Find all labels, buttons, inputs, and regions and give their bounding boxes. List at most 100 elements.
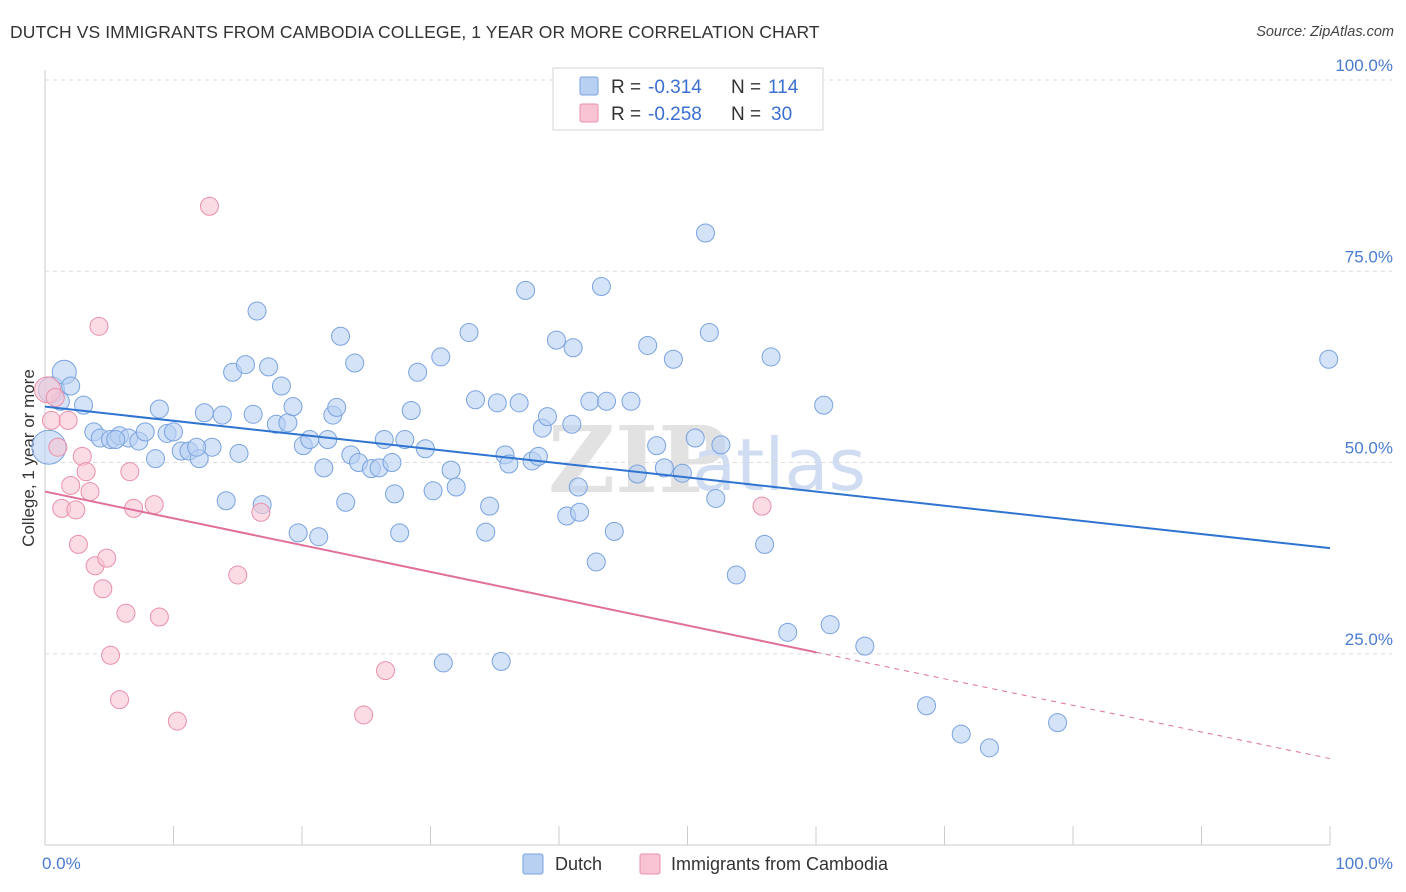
point-cambodia-11 [89,316,109,336]
point-cambodia-14 [110,690,130,710]
point-cambodia-2 [48,437,68,457]
point-cambodia-12 [97,548,117,568]
point-dutch-63 [487,393,507,413]
y-axis-tick-labels: 25.0% 50.0% 75.0% 100.0% [1335,56,1393,649]
point-dutch-19 [194,403,214,423]
point-dutch-78 [586,552,606,572]
point-dutch-102 [951,724,971,744]
point-cambodia-18 [144,495,164,515]
point-cambodia-22 [228,565,248,585]
point-dutch-94 [726,565,746,585]
bottom-legend-swatch-cambodia [639,853,661,875]
point-dutch-81 [604,521,624,541]
point-cambodia-25 [376,661,396,681]
point-dutch-66 [509,393,529,413]
point-dutch-12 [146,449,166,469]
point-dutch-59 [459,322,479,342]
point-dutch-82 [621,391,641,411]
point-dutch-108 [106,430,126,450]
point-dutch-32 [278,413,298,433]
point-cambodia-8 [76,462,96,482]
point-cambodia-21 [199,196,219,216]
point-cambodia-9 [80,482,100,502]
point-dutch-26 [243,404,263,424]
series-dutch-points [31,223,1339,758]
point-dutch-52 [401,400,421,420]
trend-line-cambodia-extension [815,651,1331,760]
point-cambodia-20 [167,711,187,731]
legend-r-value-cambodia: -0.258 [648,104,702,125]
point-dutch-113 [395,430,415,450]
point-cambodia-13 [101,645,121,665]
point-dutch-106 [491,651,511,671]
point-dutch-50 [385,484,405,504]
point-dutch-25 [235,355,255,375]
point-dutch-48 [374,430,394,450]
point-dutch-109 [187,437,207,457]
point-dutch-24 [229,443,249,463]
legend-n-value-dutch: 114 [768,77,799,98]
point-cambodia-15 [116,603,136,623]
point-dutch-88 [672,463,692,483]
legend-n-label-dutch: N = [731,77,761,98]
point-dutch-31 [271,376,291,396]
point-dutch-37 [309,527,329,547]
point-cambodia-4 [61,475,81,495]
trend-line-cambodia [44,490,817,654]
point-dutch-83 [627,464,647,484]
point-cambodia-27 [58,410,78,430]
trend-lines [44,405,1331,760]
y-tick-label-100: 100.0% [1335,56,1393,75]
point-dutch-13 [149,399,169,419]
point-cambodia-23 [251,502,271,522]
point-dutch-51 [390,523,410,543]
chart-source: Source: ZipAtlas.com [1256,24,1394,40]
legend-swatch-dutch [579,76,599,96]
point-dutch-3 [61,376,81,396]
chart-title: DUTCH VS IMMIGRANTS FROM CAMBODIA COLLEG… [10,22,820,42]
point-dutch-61 [480,496,500,516]
stats-legend: R = -0.314 N = 114 R = -0.258 N = 30 [552,67,824,131]
bottom-legend-label-dutch: Dutch [555,854,602,874]
point-dutch-84 [638,335,658,355]
point-dutch-112 [562,414,582,434]
point-dutch-56 [431,347,451,367]
point-dutch-38 [314,458,334,478]
point-dutch-11 [135,422,155,442]
legend-r-label-cambodia: R = [611,104,641,125]
trend-line-dutch [44,405,1331,550]
point-dutch-100 [855,636,875,656]
point-dutch-93 [711,435,731,455]
point-cambodia-19 [149,607,169,627]
x-tick-label-min: 0.0% [42,854,81,873]
point-dutch-55 [423,481,443,501]
point-cambodia-6 [68,534,88,554]
point-dutch-97 [778,622,798,642]
point-cambodia-29 [93,579,113,599]
point-dutch-107 [1319,349,1339,369]
point-dutch-65 [499,454,519,474]
point-dutch-99 [820,615,840,635]
legend-n-value-cambodia: 30 [771,104,792,125]
point-dutch-34 [288,523,308,543]
point-dutch-58 [446,477,466,497]
point-dutch-27 [247,301,267,321]
point-dutch-79 [591,277,611,297]
point-cambodia-16 [120,462,140,482]
point-dutch-44 [345,353,365,373]
point-dutch-22 [216,491,236,511]
legend-n-label-cambodia: N = [731,104,761,125]
point-dutch-104 [1048,713,1068,733]
point-dutch-60 [465,390,485,410]
x-axis-ticks [44,826,1331,845]
point-dutch-53 [408,362,428,382]
bottom-legend-swatch-dutch [522,853,544,875]
point-dutch-103 [979,738,999,758]
point-dutch-76 [570,502,590,522]
point-dutch-91 [699,322,719,342]
point-dutch-86 [654,458,674,478]
point-dutch-105 [433,653,453,673]
point-cambodia-5 [66,500,86,520]
legend-r-value-dutch: -0.314 [648,77,702,98]
